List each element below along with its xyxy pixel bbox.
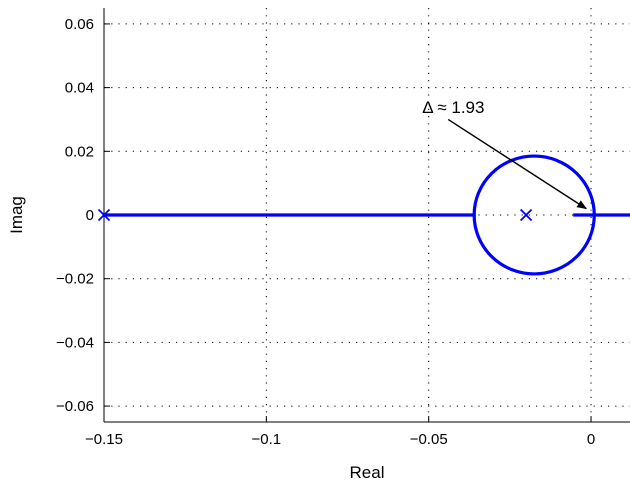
x-tick-label: −0.05 xyxy=(410,431,448,448)
x-tick-label: −0.1 xyxy=(252,431,282,448)
x-tick-label: −0.15 xyxy=(85,431,123,448)
pole-stroke xyxy=(97,208,111,222)
pole-stroke xyxy=(519,208,533,222)
y-tick-label: −0.06 xyxy=(56,398,94,415)
y-tick-label: 0.06 xyxy=(65,16,94,33)
y-tick-label: 0.04 xyxy=(65,80,94,97)
locus-branch-circle xyxy=(472,154,596,276)
annotation: Δ ≈ 1.93 xyxy=(422,98,588,210)
x-axis-label: Real xyxy=(350,463,385,482)
root-locus-series xyxy=(104,154,630,276)
y-tick-label: 0 xyxy=(86,207,94,224)
pole-marker xyxy=(97,208,111,222)
ticks: −0.15 −0.1 −0.05 0 0.06 0.04 0.02 0 −0.02 −0.04 −0… xyxy=(56,16,595,448)
x-tick-label: 0 xyxy=(587,431,595,448)
annotation-label: Δ ≈ 1.93 xyxy=(422,98,484,117)
y-tick-label: 0.02 xyxy=(65,143,94,160)
y-tick-label: −0.04 xyxy=(56,334,94,351)
y-axis-label: Imag xyxy=(7,196,26,234)
poles xyxy=(97,208,533,222)
annotation-arrow xyxy=(447,118,588,210)
y-tick-label: −0.02 xyxy=(56,271,94,288)
pole-marker xyxy=(519,208,533,222)
